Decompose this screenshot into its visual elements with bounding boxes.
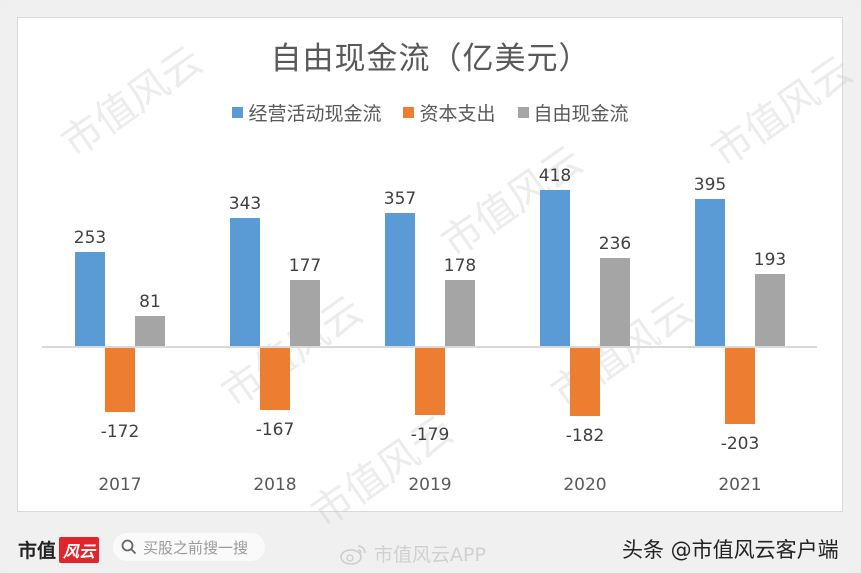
x-tick-label: 2019: [408, 475, 452, 495]
logo-text: 市值: [18, 540, 57, 562]
search-placeholder: 买股之前搜一搜: [143, 538, 249, 557]
bar: [695, 198, 725, 346]
x-axis-line: [42, 346, 817, 348]
x-tick-label: 2020: [563, 475, 607, 495]
bar: [230, 218, 260, 346]
chart-title: 自由现金流（亿美元）: [270, 41, 591, 77]
data-label: -167: [255, 420, 295, 441]
bar: [105, 348, 135, 413]
legend-swatch-icon: [232, 107, 244, 118]
bar: [445, 279, 475, 346]
logo-badge: 风云: [59, 536, 100, 563]
data-label: 343: [228, 194, 262, 215]
bar: [385, 212, 415, 346]
search-input[interactable]: 买股之前搜一搜: [113, 533, 265, 561]
weibo-text: 市值风云APP: [374, 544, 486, 566]
brand-logo[interactable]: 市值 风云: [18, 536, 100, 563]
legend-swatch-icon: [517, 107, 529, 118]
data-label: 357: [383, 188, 417, 209]
x-tick-label: 2021: [718, 475, 762, 495]
data-label: 178: [443, 255, 477, 276]
legend-label: 经营活动现金流: [248, 103, 382, 125]
data-label: -172: [100, 422, 140, 443]
search-icon: [121, 539, 137, 555]
weibo-watermark: 市值风云APP: [340, 540, 486, 567]
legend-swatch-icon: [403, 107, 415, 118]
bar: [725, 348, 755, 424]
data-label: 236: [598, 233, 632, 254]
toutiao-attribution: 头条 @市值风云客户端: [622, 538, 839, 562]
data-label: -179: [410, 424, 450, 445]
bar: [290, 279, 320, 346]
legend-item: 自由现金流: [517, 99, 629, 126]
legend-label: 资本支出: [419, 103, 496, 125]
x-tick-label: 2017: [98, 475, 142, 495]
bar: [570, 348, 600, 416]
legend-label: 自由现金流: [533, 103, 629, 125]
weibo-icon: [340, 544, 366, 565]
chart-legend: 经营活动现金流 资本支出 自由现金流: [0, 99, 861, 126]
data-label: 395: [693, 174, 727, 195]
legend-item: 资本支出: [403, 99, 496, 126]
data-label: -182: [565, 425, 605, 446]
data-label: -203: [720, 433, 760, 454]
bar: [755, 274, 785, 346]
data-label: 81: [139, 291, 161, 312]
bar: [75, 251, 105, 346]
x-tick-label: 2018: [253, 475, 297, 495]
bar: [600, 257, 630, 346]
legend-item: 经营活动现金流: [232, 99, 381, 126]
bar: [415, 348, 445, 415]
data-label: 253: [73, 227, 107, 248]
bar: [260, 348, 290, 411]
data-label: 177: [288, 255, 322, 276]
bar: [135, 315, 165, 346]
bar: [540, 190, 570, 346]
data-label: 418: [538, 166, 572, 187]
data-label: 193: [753, 250, 787, 270]
